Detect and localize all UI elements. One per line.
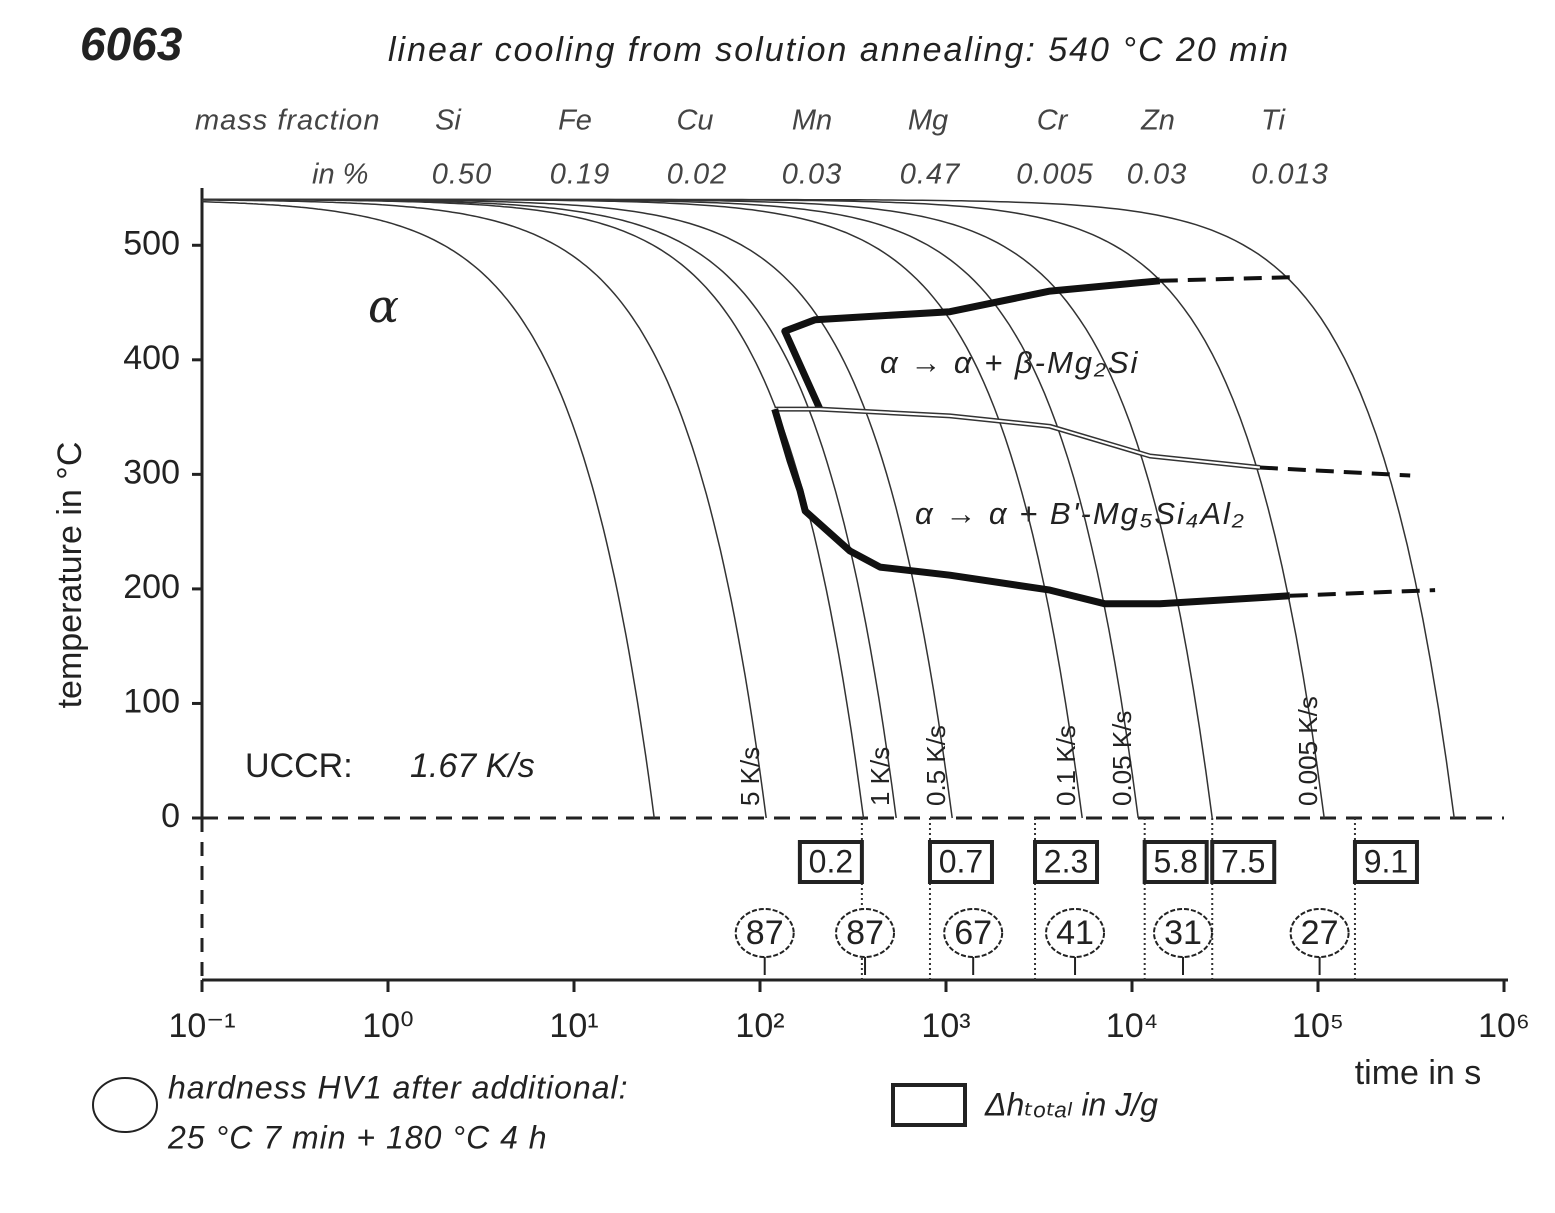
phase-boundary (771, 408, 1291, 608)
enthalpy-value: 7.5 (1221, 843, 1265, 879)
hardness-circle (1152, 908, 1213, 958)
x-tick-label: 10⁴ (1106, 1007, 1158, 1045)
y-tick-label: 400 (123, 339, 180, 377)
cooling-curve (202, 198, 865, 819)
phase-label: α → α + B'-Mg₅Si₄Al₂ (915, 496, 1246, 531)
composition-label: mass fraction (195, 105, 380, 137)
hardness-circle (943, 908, 1004, 958)
y-tick-label: 0 (161, 797, 180, 835)
chart-title: 6063 (80, 18, 183, 70)
phase-boundary-extrapolated (1289, 588, 1436, 598)
legend-text: Δhₜₒₜₐₗ in J/g (984, 1086, 1158, 1122)
composition-unit: in % (312, 159, 368, 191)
y-tick-label: 500 (123, 224, 180, 262)
enthalpy-box (1210, 840, 1277, 884)
enthalpy-box (1142, 840, 1209, 884)
enthalpy-value: 2.3 (1044, 843, 1088, 879)
phase-boundary (781, 277, 1161, 411)
phase-alpha: α (368, 279, 399, 333)
element-value: 0.02 (667, 159, 727, 191)
hardness-value: 31 (1164, 914, 1202, 952)
enthalpy-box (1352, 840, 1419, 884)
y-tick-label: 200 (123, 568, 180, 606)
cooling-curve (202, 198, 897, 819)
hardness-value: 27 (1301, 914, 1339, 952)
x-axis-label: time in s (1355, 1054, 1482, 1092)
hardness-value: 67 (954, 914, 992, 952)
cooling-curve (201, 200, 655, 819)
y-axis-label: temperature in °C (51, 442, 89, 709)
element-label: Mn (792, 105, 832, 137)
x-tick-label: 10⁶ (1478, 1007, 1530, 1045)
element-value: 0.03 (782, 159, 842, 191)
enthalpy-value: 5.8 (1153, 843, 1197, 879)
phase-boundary (774, 406, 1261, 470)
legend-ellipse (92, 1077, 158, 1133)
hardness-value: 41 (1056, 914, 1094, 952)
uccr-value: 1.67 K/s (410, 747, 535, 785)
element-value: 0.03 (1127, 159, 1187, 191)
x-tick-label: 10³ (921, 1007, 970, 1045)
cooling-curve (201, 199, 767, 819)
legend-text: 25 °C 7 min + 180 °C 4 h (167, 1119, 548, 1155)
element-label: Fe (558, 105, 592, 137)
enthalpy-box (927, 840, 994, 884)
element-value: 0.005 (1016, 159, 1094, 191)
x-tick-label: 10² (735, 1007, 784, 1045)
rate-label: 0.1 K/s (1051, 725, 1081, 806)
phase-boundary-extrapolated (1259, 465, 1411, 478)
hardness-circle (1045, 908, 1106, 958)
cooling-curve (202, 198, 1455, 819)
y-tick-label: 100 (123, 682, 180, 720)
hardness-value: 87 (846, 914, 884, 952)
rate-label: 0.05 K/s (1107, 711, 1137, 806)
enthalpy-value: 0.7 (939, 843, 983, 879)
x-tick-label: 10⁰ (362, 1007, 413, 1045)
element-label: Mg (908, 105, 948, 137)
element-label: Cr (1037, 105, 1069, 137)
uccr-label: UCCR: (245, 747, 353, 785)
chart-subtitle: linear cooling from solution annealing: … (388, 31, 1290, 69)
rate-label: 5 K/s (735, 747, 765, 806)
hardness-circle (734, 908, 795, 958)
rate-label: 1 K/s (865, 747, 895, 806)
x-tick-label: 10⁻¹ (168, 1007, 235, 1045)
hardness-circle (1289, 908, 1350, 958)
y-tick-label: 300 (123, 453, 180, 491)
element-label: Si (435, 105, 462, 137)
rate-label: 0.5 K/s (921, 725, 951, 806)
x-tick-label: 10⁵ (1292, 1007, 1344, 1045)
phase-label: α → α + β-Mg₂Si (880, 345, 1139, 380)
phase-boundary-inner (774, 408, 1261, 469)
enthalpy-box (1033, 840, 1100, 884)
enthalpy-box (797, 840, 864, 884)
element-value: 0.013 (1251, 159, 1329, 191)
phase-boundary-extrapolated (1159, 275, 1290, 283)
x-tick-label: 10¹ (549, 1007, 598, 1045)
legend-box (891, 1083, 967, 1127)
element-value: 0.19 (550, 159, 610, 191)
element-label: Ti (1261, 105, 1286, 137)
element-value: 0.50 (432, 159, 492, 191)
hardness-circle (835, 908, 896, 958)
enthalpy-value: 9.1 (1364, 843, 1408, 879)
rate-label: 0.005 K/s (1293, 696, 1323, 806)
element-label: Cu (676, 105, 713, 137)
element-label: Zn (1140, 105, 1175, 137)
element-value: 0.47 (900, 159, 961, 191)
enthalpy-value: 0.2 (809, 843, 853, 879)
hardness-value: 87 (746, 914, 784, 952)
legend-text: hardness HV1 after additional: (168, 1069, 628, 1105)
